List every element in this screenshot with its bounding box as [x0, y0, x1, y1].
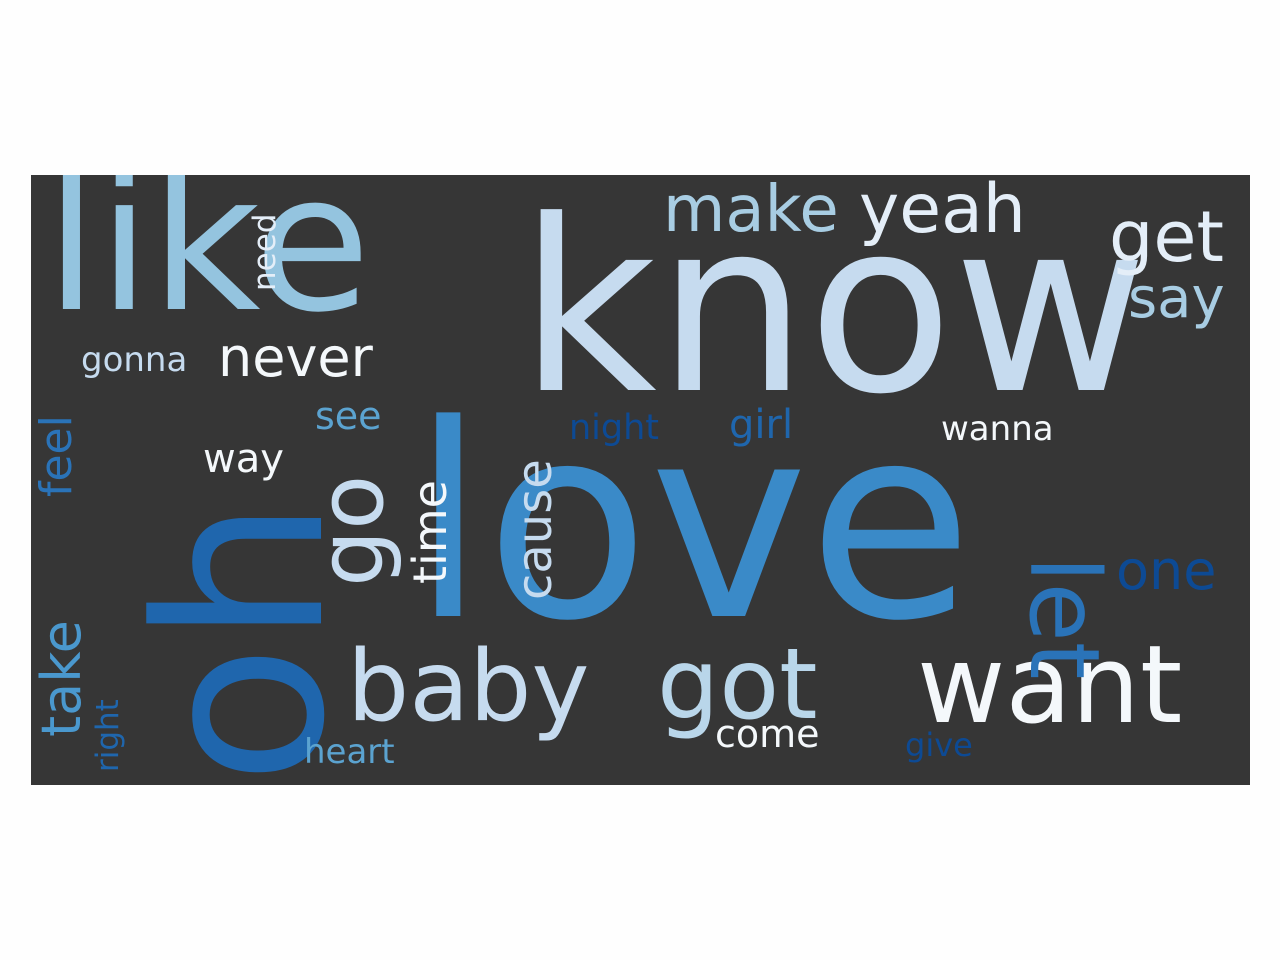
word-see: see — [315, 394, 382, 438]
word-cause: cause — [507, 459, 563, 600]
word-right: right — [90, 699, 126, 772]
word-want: want — [917, 623, 1183, 748]
word-make: make — [663, 175, 839, 247]
word-baby: baby — [347, 630, 590, 744]
word-one: one — [1116, 539, 1217, 602]
word-go: go — [299, 474, 404, 587]
word-night: night — [569, 408, 660, 448]
word-know: know — [519, 175, 1148, 447]
word-feel: feel — [31, 415, 82, 497]
word-let: let — [1008, 556, 1120, 680]
word-heart: heart — [304, 732, 395, 772]
word-gonna: gonna — [81, 340, 188, 380]
word-never: never — [218, 326, 373, 389]
word-come: come — [715, 712, 820, 756]
word-time: time — [403, 480, 457, 584]
word-girl: girl — [729, 402, 794, 448]
word-say: say — [1128, 266, 1225, 331]
word-give: give — [905, 726, 973, 764]
word-wanna: wanna — [941, 409, 1054, 449]
word-love: love — [411, 368, 973, 680]
word-got: got — [657, 628, 818, 742]
word-way: way — [203, 436, 284, 482]
word-take: take — [31, 620, 93, 737]
word-like: like — [45, 175, 371, 354]
word-need: need — [247, 213, 283, 291]
word-yeah: yeah — [859, 175, 1026, 249]
word-get: get — [1109, 196, 1224, 278]
word-cloud: love know oh like want baby got go let g… — [31, 175, 1250, 785]
